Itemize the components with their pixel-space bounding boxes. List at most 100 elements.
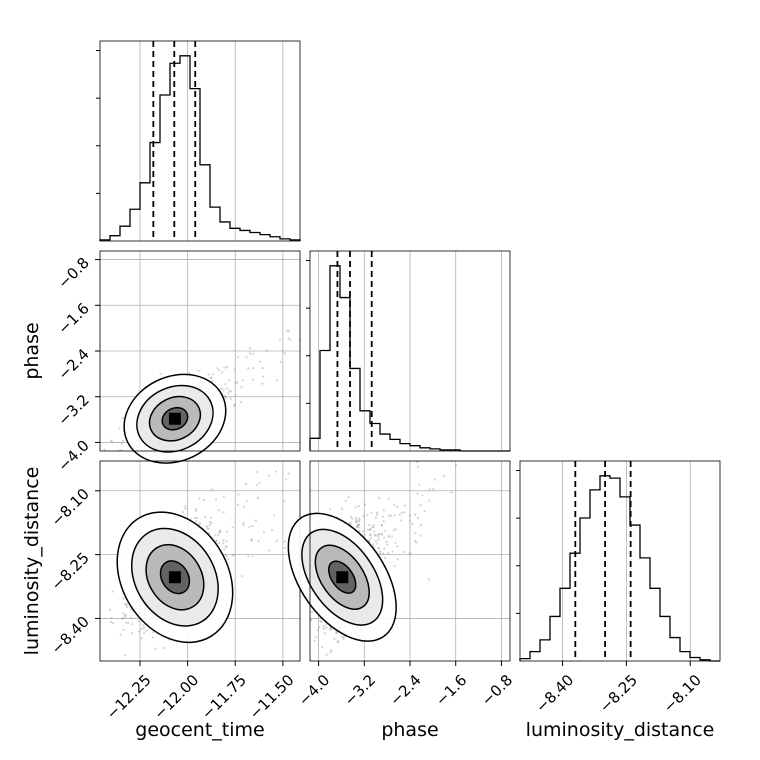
- scatter-point: [256, 496, 260, 499]
- scatter-point: [249, 352, 252, 355]
- scatter-point: [207, 527, 210, 530]
- scatter-point: [121, 617, 124, 620]
- scatter-point: [196, 516, 199, 520]
- scatter-point: [342, 635, 346, 638]
- scatter-point: [256, 483, 259, 487]
- scatter-point: [325, 653, 328, 656]
- scatter-point: [181, 511, 185, 514]
- scatter-point: [376, 542, 379, 545]
- scatter-point: [218, 541, 221, 544]
- scatter-point: [348, 521, 351, 525]
- histogram-step: [99, 55, 301, 241]
- scatter-point: [418, 483, 421, 486]
- scatter-panel-phase-vs-geocent_time: [99, 250, 301, 465]
- density-peak: [168, 571, 181, 584]
- scatter-point: [224, 553, 227, 556]
- scatter-point: [133, 661, 135, 663]
- scatter-point: [223, 366, 226, 369]
- hist-panel-geocent_time: [96, 40, 301, 242]
- scatter-point: [224, 545, 227, 548]
- scatter-point: [428, 488, 431, 491]
- scatter-point: [408, 514, 412, 517]
- scatter-point: [334, 631, 338, 634]
- scatter-point: [357, 523, 360, 527]
- scatter-point: [335, 631, 338, 635]
- scatter-point: [322, 627, 325, 630]
- scatter-point: [377, 533, 380, 536]
- scatter-point: [261, 366, 264, 370]
- scatter-point: [111, 621, 114, 625]
- scatter-point: [329, 651, 332, 654]
- scatter-point: [129, 459, 131, 461]
- scatter-point: [239, 400, 243, 404]
- scatter-point: [275, 470, 278, 473]
- x-axis-label: luminosity_distance: [526, 719, 715, 741]
- scatter-point: [126, 463, 128, 465]
- scatter-point: [356, 525, 359, 529]
- panel-frame: [519, 460, 721, 662]
- scatter-point: [403, 504, 406, 507]
- scatter-point: [233, 368, 236, 371]
- scatter-point: [220, 387, 223, 390]
- scatter-point: [258, 481, 261, 485]
- scatter-point: [194, 520, 198, 523]
- scatter-point: [137, 619, 140, 622]
- scatter-point: [122, 457, 124, 459]
- scatter-point: [391, 550, 394, 553]
- scatter-point: [124, 653, 127, 657]
- scatter-point: [225, 555, 228, 558]
- scatter-point: [124, 621, 128, 624]
- scatter-point: [414, 513, 417, 516]
- x-axis-luminosity_distance: −8.40 −8.25 −8.10 luminosity_distance: [526, 661, 715, 741]
- scatter-point: [251, 555, 254, 558]
- scatter-point: [110, 440, 114, 444]
- scatter-point: [140, 636, 143, 640]
- scatter-point: [241, 575, 244, 578]
- scatter-point: [387, 497, 390, 500]
- scatter-point: [321, 645, 324, 649]
- scatter-point: [245, 499, 248, 503]
- scatter-point: [270, 528, 274, 532]
- scatter-point: [256, 470, 259, 474]
- scatter-point: [347, 496, 350, 499]
- scatter-point: [357, 523, 360, 526]
- scatter-point: [373, 534, 376, 537]
- scatter-point: [124, 615, 127, 618]
- scatter-point: [250, 538, 253, 541]
- scatter-point: [210, 488, 213, 491]
- scatter-point: [337, 640, 340, 643]
- scatter-point: [251, 378, 254, 381]
- scatter-point: [267, 474, 270, 477]
- scatter-point: [377, 546, 380, 550]
- scatter-point: [142, 463, 144, 465]
- scatter-point: [325, 626, 328, 629]
- scatter-point: [394, 528, 397, 531]
- scatter-point: [415, 461, 419, 464]
- scatter-point: [402, 550, 406, 553]
- scatter-point: [225, 540, 228, 543]
- scatter-point: [119, 633, 122, 636]
- scatter-point: [403, 511, 406, 514]
- scatter-point: [125, 604, 128, 607]
- scatter-point: [229, 397, 232, 400]
- scatter-point: [198, 497, 201, 500]
- scatter-point: [211, 379, 214, 383]
- scatter-point: [369, 533, 372, 536]
- x-axis-label: phase: [381, 719, 438, 741]
- scatter-point: [398, 513, 401, 516]
- y-tick-label: −3.2: [54, 391, 92, 429]
- scatter-point: [351, 517, 354, 520]
- scatter-point: [408, 552, 411, 555]
- scatter-point: [232, 404, 236, 407]
- x-tick-label: −8.40: [532, 671, 577, 716]
- scatter-point: [110, 616, 113, 619]
- x-tick-label: −0.8: [478, 671, 516, 709]
- scatter-point: [377, 538, 381, 541]
- x-tick-label: −8.10: [660, 671, 705, 716]
- scatter-point: [124, 613, 127, 616]
- scatter-point: [427, 578, 430, 581]
- scatter-point: [222, 388, 225, 391]
- scatter-point: [258, 360, 261, 363]
- scatter-point: [265, 349, 269, 352]
- scatter-point: [328, 508, 332, 511]
